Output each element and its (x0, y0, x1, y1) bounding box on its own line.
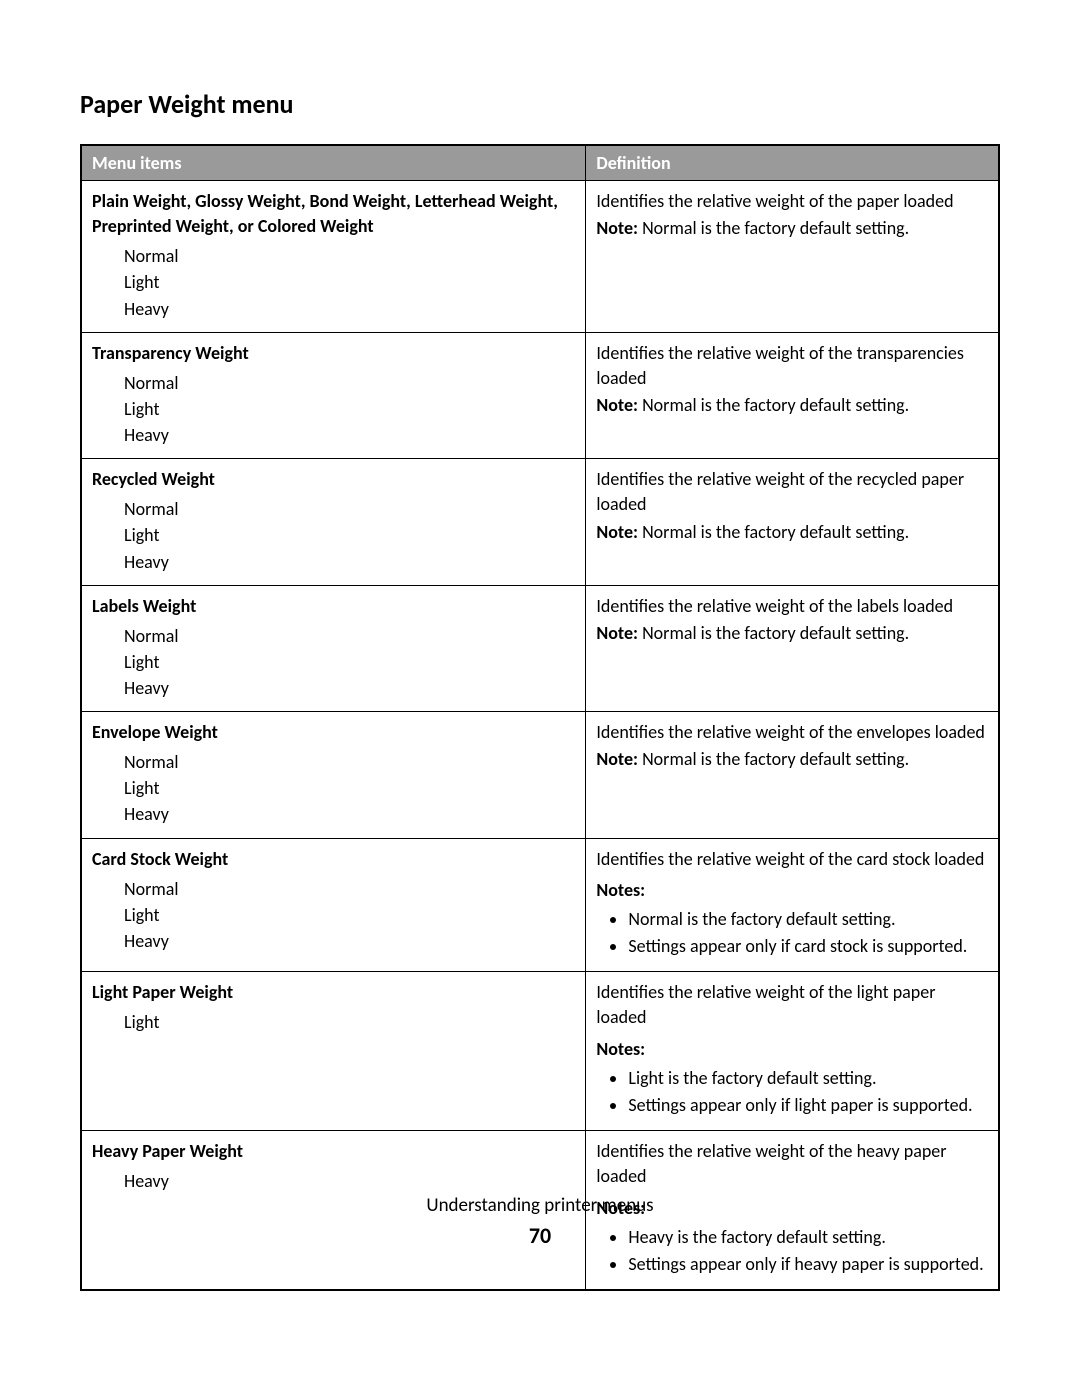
menu-item-title: Card Stock Weight (92, 847, 575, 872)
definition-cell: Identifies the relative weight of the en… (586, 712, 999, 838)
definition-note: Note: Normal is the factory default sett… (596, 747, 988, 772)
notes-list-item: Settings appear only if heavy paper is s… (628, 1252, 988, 1277)
definition-cell: Identifies the relative weight of the ca… (586, 838, 999, 972)
menu-item-options: Heavy (92, 1168, 575, 1194)
table-row: Envelope Weight NormalLightHeavy Identifie… (81, 712, 999, 838)
note-text: Normal is the factory default setting. (642, 217, 909, 239)
menu-item-option: Light (124, 902, 575, 928)
menu-item-option: Heavy (124, 675, 575, 701)
menu-item-options: NormalLightHeavy (92, 749, 575, 827)
definition-note: Note: Normal is the factory default sett… (596, 393, 988, 418)
note-prefix-label: Note: (596, 521, 638, 543)
definition-text: Identifies the relative weight of the tr… (596, 341, 988, 391)
menu-item-cell: Card Stock Weight NormalLightHeavy (81, 838, 586, 972)
table-row: Plain Weight, Glossy Weight, Bond Weight… (81, 181, 999, 333)
note-text: Normal is the factory default setting. (642, 622, 909, 644)
definition-cell: Identifies the relative weight of the re… (586, 459, 999, 585)
menu-item-cell: Labels Weight NormalLightHeavy (81, 585, 586, 711)
definition-text: Identifies the relative weight of the ca… (596, 847, 988, 872)
page-title: Paper Weight menu (80, 88, 1000, 120)
menu-item-options: NormalLightHeavy (92, 370, 575, 448)
menu-item-option: Heavy (124, 296, 575, 322)
menu-item-option: Light (124, 649, 575, 675)
menu-item-option: Light (124, 1009, 575, 1035)
table-row: Transparency Weight NormalLightHeavy Ident… (81, 332, 999, 458)
header-definition: Definition (586, 145, 999, 181)
menu-item-cell: Envelope Weight NormalLightHeavy (81, 712, 586, 838)
note-prefix-label: Note: (596, 394, 638, 416)
header-menu-items: Menu items (81, 145, 586, 181)
definition-cell: Identifies the relative weight of the tr… (586, 332, 999, 458)
note-prefix-label: Note: (596, 217, 638, 239)
menu-item-title: Recycled Weight (92, 467, 575, 492)
menu-item-option: Normal (124, 623, 575, 649)
menu-item-option: Normal (124, 876, 575, 902)
menu-item-title: Envelope Weight (92, 720, 575, 745)
menu-item-cell: Light Paper Weight Light (81, 972, 586, 1131)
menu-item-options: NormalLightHeavy (92, 876, 575, 954)
table-header-row: Menu items Definition (81, 145, 999, 181)
definition-cell: Identifies the relative weight of the pa… (586, 181, 999, 333)
menu-item-option: Normal (124, 496, 575, 522)
definition-cell: Identifies the relative weight of the la… (586, 585, 999, 711)
definition-text: Identifies the relative weight of the en… (596, 720, 988, 745)
menu-item-option: Light (124, 522, 575, 548)
page-number: 70 (0, 1222, 1080, 1249)
menu-item-option: Normal (124, 243, 575, 269)
definition-cell: Identifies the relative weight of the li… (586, 972, 999, 1131)
note-text: Normal is the factory default setting. (642, 394, 909, 416)
notes-list-item: Normal is the factory default setting. (628, 907, 988, 932)
table-row: Card Stock Weight NormalLightHeavy Identif… (81, 838, 999, 972)
definition-text: Identifies the relative weight of the pa… (596, 189, 988, 214)
page-container: Paper Weight menu Menu items Definition … (0, 0, 1080, 1291)
notes-heading: Notes: (596, 878, 988, 903)
menu-item-option: Light (124, 396, 575, 422)
note-prefix-label: Note: (596, 622, 638, 644)
menu-item-option: Heavy (124, 422, 575, 448)
footer-text: Understanding printer menus (0, 1194, 1080, 1217)
definition-text: Identifies the relative weight of the li… (596, 980, 988, 1030)
menu-item-title: Heavy Paper Weight (92, 1139, 575, 1164)
menu-item-cell: Plain Weight, Glossy Weight, Bond Weight… (81, 181, 586, 333)
notes-heading: Notes: (596, 1037, 988, 1062)
notes-list-item: Light is the factory default setting. (628, 1066, 988, 1091)
menu-item-option: Heavy (124, 928, 575, 954)
menu-item-option: Heavy (124, 549, 575, 575)
menu-item-cell: Transparency Weight NormalLightHeavy (81, 332, 586, 458)
menu-item-option: Normal (124, 370, 575, 396)
menu-item-options: Light (92, 1009, 575, 1035)
menu-item-option: Heavy (124, 1168, 575, 1194)
menu-item-title: Transparency Weight (92, 341, 575, 366)
menu-item-option: Heavy (124, 801, 575, 827)
note-prefix-label: Note: (596, 748, 638, 770)
menu-item-options: NormalLightHeavy (92, 243, 575, 321)
menu-item-cell: Recycled Weight NormalLightHeavy (81, 459, 586, 585)
notes-list-item: Settings appear only if card stock is su… (628, 934, 988, 959)
note-text: Normal is the factory default setting. (642, 748, 909, 770)
definition-note: Note: Normal is the factory default sett… (596, 216, 988, 241)
menu-table: Menu items Definition Plain Weight, Glos… (80, 144, 1000, 1291)
definition-text: Identifies the relative weight of the re… (596, 467, 988, 517)
table-row: Recycled Weight NormalLightHeavy Identifie… (81, 459, 999, 585)
menu-item-title: Plain Weight, Glossy Weight, Bond Weight… (92, 189, 575, 239)
menu-item-option: Normal (124, 749, 575, 775)
definition-note: Note: Normal is the factory default sett… (596, 520, 988, 545)
note-text: Normal is the factory default setting. (642, 521, 909, 543)
menu-item-title: Light Paper Weight (92, 980, 575, 1005)
notes-list-item: Settings appear only if light paper is s… (628, 1093, 988, 1118)
definition-text: Identifies the relative weight of the he… (596, 1139, 988, 1189)
menu-item-title: Labels Weight (92, 594, 575, 619)
notes-list: Normal is the factory default setting.Se… (596, 907, 988, 959)
definition-note: Note: Normal is the factory default sett… (596, 621, 988, 646)
table-row: Light Paper Weight Light Identifies the re… (81, 972, 999, 1131)
menu-item-options: NormalLightHeavy (92, 496, 575, 574)
menu-item-option: Light (124, 775, 575, 801)
definition-text: Identifies the relative weight of the la… (596, 594, 988, 619)
menu-item-option: Light (124, 269, 575, 295)
table-row: Labels Weight NormalLightHeavy Identifies … (81, 585, 999, 711)
notes-list: Light is the factory default setting.Set… (596, 1066, 988, 1118)
menu-item-options: NormalLightHeavy (92, 623, 575, 701)
